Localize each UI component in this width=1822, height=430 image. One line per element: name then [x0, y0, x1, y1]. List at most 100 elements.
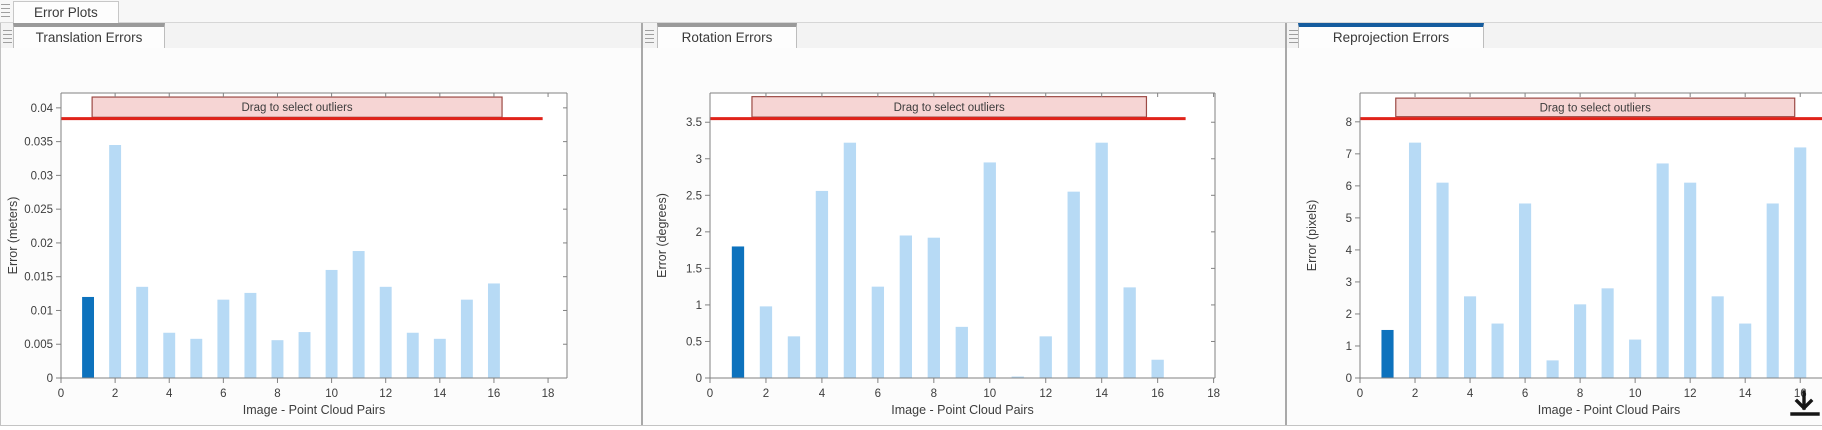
error-bar-2[interactable] [759, 306, 773, 378]
error-bar-5[interactable] [1491, 323, 1504, 378]
error-bar-2[interactable] [1408, 142, 1422, 378]
error-bar-13[interactable] [1711, 296, 1724, 378]
error-bar-16[interactable] [1151, 359, 1164, 378]
y-tick-label: 0.005 [24, 339, 53, 351]
error-bar-6[interactable] [871, 286, 885, 378]
y-axis-label: Error (meters) [6, 197, 20, 275]
error-bar-16[interactable] [1794, 147, 1807, 378]
error-bar-4[interactable] [815, 190, 829, 378]
error-bar-13[interactable] [1067, 191, 1080, 378]
export-figure-button[interactable] [1787, 389, 1822, 427]
y-tick-label: 0.015 [24, 272, 53, 284]
rotation-errors-figure: Drag to select outliers 0 0.5 1 1.5 2 2.5 3 3.5 0… [643, 48, 1285, 425]
tab-translation-errors[interactable]: Translation Errors [13, 23, 165, 48]
y-tick-label: 1 [1346, 341, 1352, 353]
y-tick-label: 6 [1346, 181, 1352, 193]
y-tick-label: 3 [696, 154, 702, 166]
tab-error-plots[interactable]: Error Plots [13, 1, 119, 23]
error-bar-10[interactable] [325, 269, 338, 378]
error-bar-10[interactable] [983, 162, 996, 378]
x-tick-label: 0 [58, 388, 64, 400]
error-bar-9[interactable] [955, 326, 968, 378]
y-tick-label: 7 [1346, 149, 1352, 161]
translation-errors-chart[interactable]: Drag to select outliers 0 0.005 0.01 0.015 0.… [1, 48, 642, 425]
error-bar-14[interactable] [1739, 323, 1752, 378]
x-tick-label: 14 [1739, 388, 1752, 400]
tab-translation-errors-label: Translation Errors [35, 30, 143, 45]
tab-rotation-errors-label: Rotation Errors [681, 30, 773, 45]
error-bar-1[interactable] [82, 296, 95, 378]
error-bar-15[interactable] [1766, 203, 1779, 378]
error-bar-15[interactable] [1123, 287, 1136, 378]
error-bar-13[interactable] [406, 332, 419, 378]
error-bar-1[interactable] [1381, 329, 1394, 378]
x-tick-label: 10 [983, 388, 996, 400]
outlier-selection-band[interactable] [1395, 97, 1796, 118]
y-tick-label: 5 [1346, 213, 1352, 225]
error-bar-2[interactable] [109, 145, 122, 378]
error-bar-10[interactable] [1629, 339, 1642, 378]
x-axis-label: Image - Point Cloud Pairs [243, 403, 385, 417]
reprojection-panel-tabbar: Reprojection Errors [1287, 23, 1822, 48]
error-bar-9[interactable] [298, 332, 311, 378]
rotation-errors-panel: Rotation Errors Drag to select outliers 0… [643, 23, 1285, 425]
y-tick-label: 0 [1346, 373, 1352, 385]
x-axis-label: Image - Point Cloud Pairs [1538, 403, 1680, 417]
y-tick-label: 3.5 [686, 117, 702, 129]
panel-grip-icon[interactable] [1289, 30, 1298, 44]
error-bar-14[interactable] [1095, 142, 1108, 378]
x-tick-label: 12 [1039, 388, 1052, 400]
document-tab-bar: Error Plots [0, 0, 1822, 23]
y-tick-label: 0.04 [31, 103, 54, 115]
x-tick-label: 12 [1684, 388, 1697, 400]
error-bar-4[interactable] [1464, 296, 1477, 378]
x-tick-label: 6 [1522, 388, 1528, 400]
panel-grip-icon[interactable] [3, 30, 12, 44]
panel-grip-icon[interactable] [645, 30, 654, 44]
error-bar-6[interactable] [217, 299, 230, 378]
panel-divider[interactable] [641, 23, 643, 425]
error-bar-12[interactable] [1039, 336, 1052, 378]
error-bar-1[interactable] [731, 246, 745, 378]
y-tick-label: 0.03 [31, 170, 53, 182]
x-tick-label: 6 [875, 388, 881, 400]
error-bar-8[interactable] [1574, 304, 1587, 378]
error-bar-11[interactable] [352, 251, 365, 378]
error-bar-3[interactable] [136, 286, 149, 378]
rotation-errors-chart[interactable]: Drag to select outliers 0 0.5 1 1.5 2 2.5 3 3.5 0… [643, 48, 1285, 425]
error-bar-7[interactable] [244, 292, 257, 378]
error-bar-15[interactable] [460, 299, 473, 378]
tab-bar-grip-icon[interactable] [1, 4, 10, 19]
x-tick-label: 2 [763, 388, 769, 400]
error-bar-12[interactable] [1684, 182, 1697, 378]
panel-divider[interactable] [1285, 23, 1287, 425]
error-bar-16[interactable] [487, 283, 500, 378]
tab-reprojection-errors[interactable]: Reprojection Errors [1298, 23, 1484, 48]
error-bar-7[interactable] [1546, 360, 1559, 378]
error-bar-8[interactable] [271, 340, 284, 378]
error-bar-11[interactable] [1656, 163, 1669, 378]
y-tick-label: 0 [47, 373, 53, 385]
error-bar-4[interactable] [163, 332, 176, 378]
error-bar-9[interactable] [1601, 288, 1614, 378]
x-tick-label: 2 [112, 388, 118, 400]
error-bar-7[interactable] [899, 235, 912, 379]
error-bar-5[interactable] [843, 142, 857, 378]
x-tick-label: 2 [1412, 388, 1418, 400]
error-bar-6[interactable] [1519, 203, 1532, 378]
tab-rotation-errors[interactable]: Rotation Errors [657, 23, 797, 48]
error-bar-3[interactable] [787, 336, 801, 378]
error-bar-12[interactable] [379, 286, 392, 378]
x-tick-label: 8 [931, 388, 937, 400]
error-bar-11[interactable] [1011, 376, 1024, 378]
error-bar-5[interactable] [190, 338, 203, 378]
reprojection-errors-panel: Reprojection Errors Drag to select outli… [1287, 23, 1822, 425]
translation-errors-figure: Drag to select outliers 0 0.005 0.01 0.015 0.… [1, 48, 642, 425]
y-tick-label: 3 [1346, 277, 1352, 289]
x-tick-label: 0 [707, 388, 713, 400]
error-bar-14[interactable] [433, 338, 446, 378]
x-axis-label: Image - Point Cloud Pairs [891, 403, 1033, 417]
error-bar-3[interactable] [1436, 182, 1449, 378]
error-bar-8[interactable] [927, 237, 940, 378]
